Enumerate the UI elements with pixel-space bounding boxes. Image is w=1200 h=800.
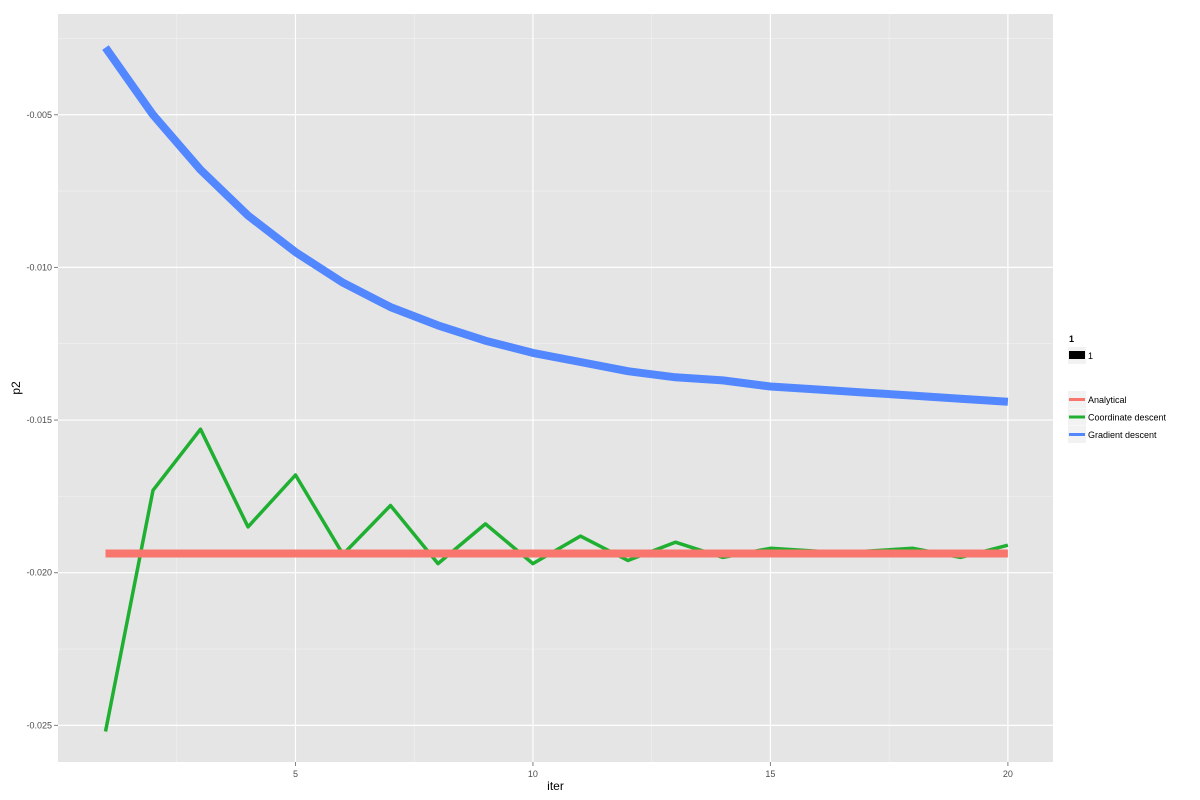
series-layer xyxy=(102,45,1009,732)
major-grid xyxy=(58,14,1053,762)
y-axis-title: p2 xyxy=(9,381,23,395)
size-legend-title: 1 xyxy=(1069,334,1074,344)
series-line-gradient-descent xyxy=(102,45,1009,406)
x-tick-label: 5 xyxy=(293,769,298,779)
legend-label-analytical: Analytical xyxy=(1088,395,1127,405)
legend-label-coordinate-descent: Coordinate descent xyxy=(1088,413,1167,423)
legend-label-gradient-descent: Gradient descent xyxy=(1088,430,1157,440)
x-tick-label: 10 xyxy=(528,769,538,779)
y-tick-label: -0.020 xyxy=(26,568,52,578)
x-axis: 5 10 15 20 xyxy=(293,762,1013,779)
color-legend: Analytical Coordinate descent Gradient des… xyxy=(1068,391,1167,443)
size-legend-key xyxy=(1069,351,1085,359)
y-tick-label: -0.015 xyxy=(26,415,52,425)
y-tick-label: -0.010 xyxy=(26,262,52,272)
plot-background xyxy=(58,14,1053,762)
size-legend-label: 1 xyxy=(1088,351,1093,361)
y-tick-label: -0.025 xyxy=(26,720,52,730)
x-axis-title: iter xyxy=(547,779,564,793)
y-axis: -0.005 -0.010 -0.015 -0.020 -0.025 xyxy=(26,110,58,730)
size-legend: 1 1 xyxy=(1068,334,1093,364)
y-tick-label: -0.005 xyxy=(26,110,52,120)
x-tick-label: 15 xyxy=(765,769,775,779)
x-tick-label: 20 xyxy=(1003,769,1013,779)
